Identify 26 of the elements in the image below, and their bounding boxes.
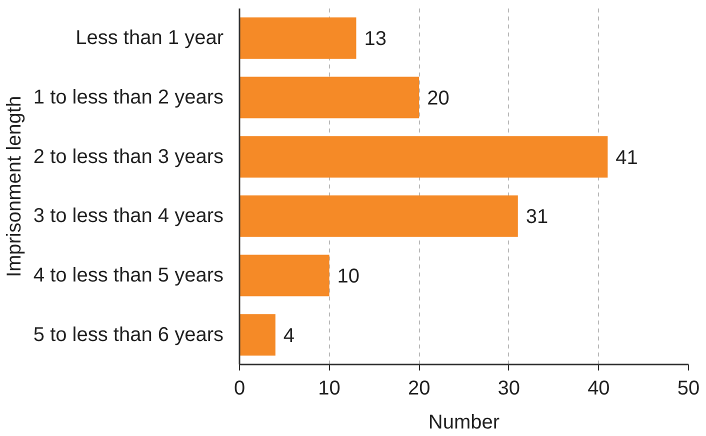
y-tick-label: 1 to less than 2 years xyxy=(33,86,224,108)
x-tick-label: 20 xyxy=(408,378,430,400)
y-tick-label: 2 to less than 3 years xyxy=(33,146,224,168)
bar xyxy=(240,76,420,118)
x-axis-title: Number xyxy=(428,412,500,434)
data-label: 13 xyxy=(364,28,386,50)
bar xyxy=(240,314,276,356)
data-label: 4 xyxy=(283,324,295,347)
x-tick-label: 0 xyxy=(234,378,246,400)
bar xyxy=(240,195,518,237)
y-tick-label: 3 to less than 4 years xyxy=(33,205,224,228)
data-label: 10 xyxy=(337,266,360,288)
y-tick-label: 5 to less than 6 years xyxy=(33,324,224,346)
bar xyxy=(240,136,608,178)
x-tick-label: 40 xyxy=(588,378,610,400)
data-label: 41 xyxy=(616,146,638,169)
y-tick-label: 4 to less than 5 years xyxy=(33,264,224,286)
x-tick-label: 50 xyxy=(677,378,700,400)
y-tick-label: Less than 1 year xyxy=(76,27,224,50)
x-tick-label: 30 xyxy=(498,378,520,400)
data-label: 20 xyxy=(427,88,450,110)
bar xyxy=(240,254,330,296)
data-label: 31 xyxy=(526,206,548,228)
x-tick-label: 10 xyxy=(318,378,340,400)
bar xyxy=(240,17,356,59)
y-axis-title: Imprisonment length xyxy=(3,96,26,278)
